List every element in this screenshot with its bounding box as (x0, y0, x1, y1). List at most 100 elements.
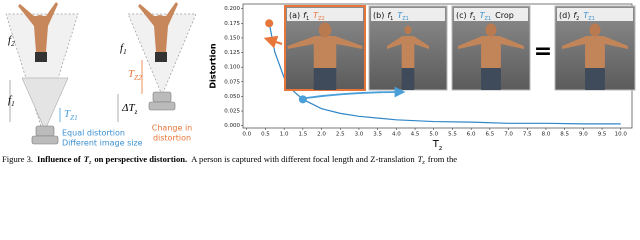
trans: T (313, 11, 319, 20)
x-tick-label: 1.0 (280, 132, 289, 138)
focal-sub: 1 (472, 16, 475, 22)
x-tick-label: 7.0 (504, 132, 513, 138)
x-tick-label: 2.0 (317, 132, 326, 138)
body-var-sub: z (421, 160, 425, 166)
panel-tag: (a) (289, 11, 300, 20)
var-label: f2 (8, 34, 15, 48)
trans-sub: Z1 (588, 16, 595, 22)
heading: Influence of (37, 154, 81, 164)
focal: f (573, 11, 577, 20)
var-label-sub: Z2 (134, 74, 142, 82)
note: Different image size (62, 139, 143, 148)
person-photo (287, 36, 363, 68)
focal-sub: 2 (576, 16, 579, 22)
page: {"diagram": { "f2": {"base": "f", "sub":… (2, 2, 636, 167)
var-label: f1 (8, 94, 15, 108)
panel-tag: (b) (373, 11, 384, 20)
x-tick-label: 9.5 (598, 132, 607, 138)
note: Change in (152, 124, 192, 133)
marker (298, 95, 307, 104)
person (18, 2, 178, 62)
plot: 0.000 0.025 0.050 0.075 0.100 0.125 0.150 0.175… (209, 3, 636, 152)
x-tick-label: 7.5 (523, 132, 532, 138)
x-tick-label: 8.5 (560, 132, 569, 138)
var-label-sub: 2 (11, 40, 15, 48)
note: distortion (153, 134, 191, 143)
panel-label-bg (557, 8, 633, 21)
panel-label-bg (371, 8, 445, 21)
heading: on perspective distortion. (94, 154, 187, 164)
y-tick-label: 0.050 (224, 94, 240, 100)
trans-sub: Z2 (318, 16, 325, 22)
var-label-base: f (8, 34, 13, 46)
focal-sub: 1 (390, 16, 393, 22)
trans-sub: Z1 (485, 16, 492, 22)
x-axis-label-sub: z (439, 144, 443, 152)
var-label-sub: Z1 (70, 114, 78, 122)
heading-var: T (84, 154, 90, 164)
panel-tag: (c) (456, 11, 467, 20)
y-tick-label: 0.175 (224, 21, 240, 27)
heading-var-sub: z (88, 160, 92, 166)
x-axis-label: Tz (432, 139, 443, 152)
x-tick-label: 8.0 (542, 132, 551, 138)
body: from the (428, 154, 458, 164)
x-axis-label-base: T (432, 139, 440, 150)
y-tick-label: 0.200 (224, 6, 240, 12)
frustum (21, 77, 69, 131)
legs (585, 68, 605, 90)
marker (265, 19, 274, 28)
frustum (5, 13, 79, 132)
x-tick-label: 6.5 (485, 132, 494, 138)
var-label-sub: 1 (11, 100, 15, 108)
head (485, 23, 497, 37)
trans: T (480, 11, 486, 20)
focal: f (303, 11, 307, 20)
figure: 0.000 0.025 0.050 0.075 0.100 0.125 0.150 0.175… (2, 2, 636, 166)
arrow (263, 35, 283, 49)
trans: T (583, 11, 589, 20)
note: Equal distortion (62, 129, 125, 138)
y-tick-label: 0.075 (224, 79, 240, 85)
person-photo (562, 36, 628, 68)
var-label: TZ2 (128, 68, 142, 82)
y-tick-label: 0.025 (224, 109, 240, 115)
x-tick-label: 6.0 (467, 132, 476, 138)
legs (313, 68, 337, 90)
var-label-base: f (120, 42, 125, 54)
var-label-sub: z (134, 108, 138, 116)
panel-label: (c) f1 TZ1 Crop (456, 11, 514, 22)
var-label-sub: 1 (123, 48, 127, 56)
var-label-base: T (64, 108, 71, 120)
trans-sub: Z1 (402, 16, 409, 22)
camera (31, 91, 176, 145)
panel-label: (a) f1 TZ2 (289, 11, 325, 22)
var-label-base: T (128, 68, 135, 80)
panel-label-bg (287, 8, 363, 21)
focal: f (387, 11, 391, 20)
head (589, 23, 601, 37)
x-tick-label: 3.5 (373, 132, 382, 138)
y-tick-label: 0.100 (224, 65, 240, 71)
figure-label: Figure 3. (2, 154, 33, 164)
y-axis-label: Distortion (209, 43, 218, 88)
trans: T (397, 11, 403, 20)
body-var: T (418, 154, 424, 164)
x-tick-label: 1.5 (298, 132, 307, 138)
panel-label-bg (454, 8, 528, 21)
x-tick-label: 10.0 (615, 132, 628, 138)
person-photo (458, 36, 524, 68)
arrow (305, 86, 406, 99)
panel-extra: Crop (495, 11, 514, 20)
var-label-base: ΔT (121, 102, 135, 114)
var-label: f1 (120, 42, 127, 56)
var-label: ΔTz (121, 102, 138, 116)
panel-label: (d) f2 TZ1 (559, 11, 595, 22)
y-tick-label: 0.150 (224, 35, 240, 41)
head (404, 25, 412, 35)
x-tick-label: 0.5 (261, 132, 270, 138)
panel-label: (b) f1 TZ1 (373, 11, 409, 22)
var-label: TZ1 (64, 108, 78, 122)
x-tick-label: 4.0 (392, 132, 401, 138)
x-tick-label: 3.0 (355, 132, 364, 138)
